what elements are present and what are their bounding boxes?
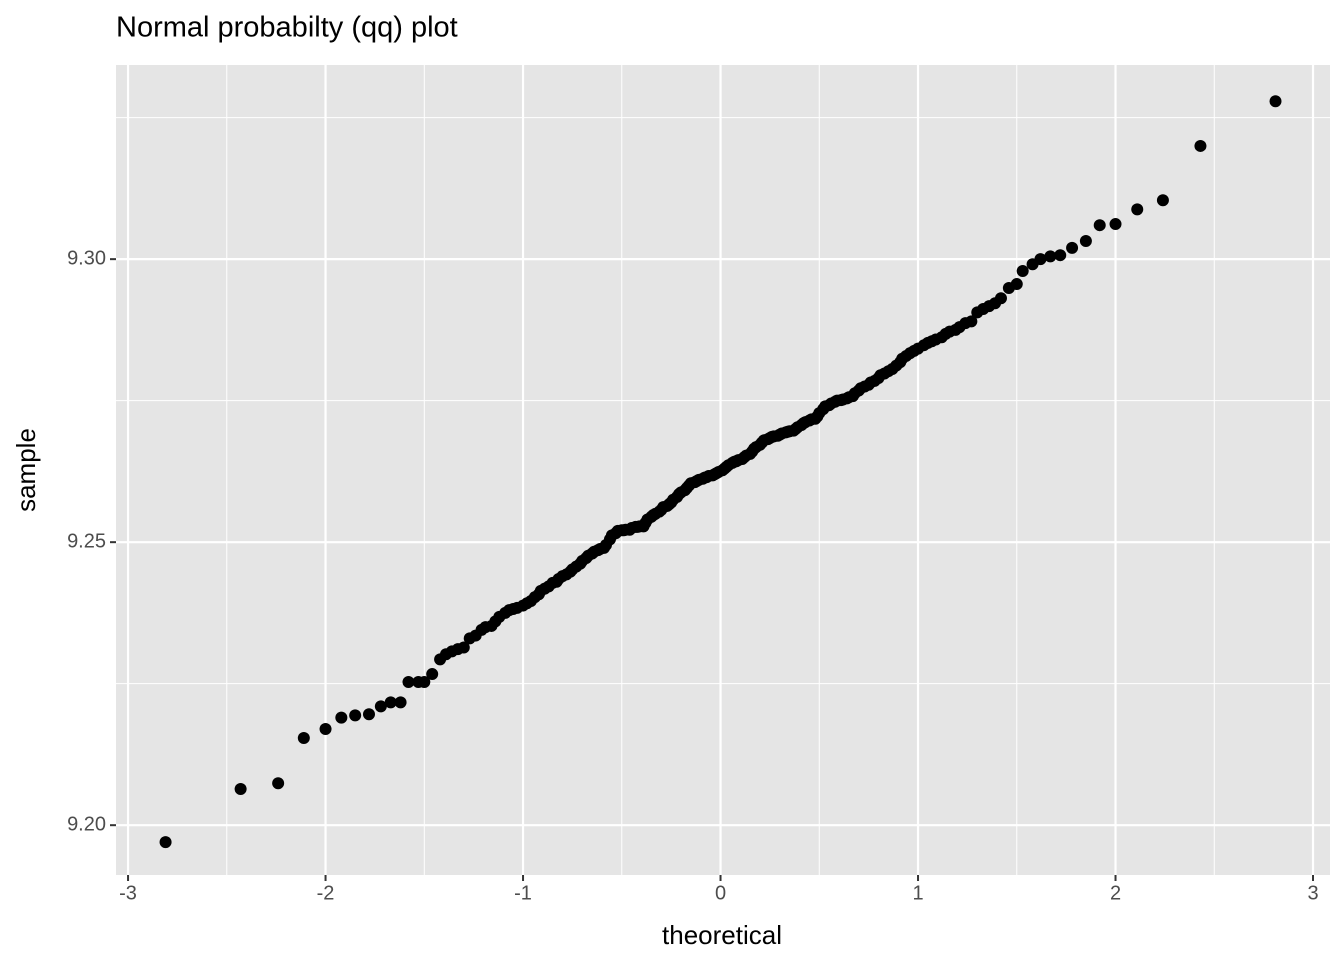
point: [394, 696, 407, 709]
point: [1131, 203, 1144, 216]
point: [1156, 194, 1169, 207]
point: [994, 292, 1007, 305]
x-tick-label: -2: [317, 882, 335, 904]
y-tick-label: 9.20: [67, 813, 106, 835]
point: [1044, 250, 1057, 263]
point: [1010, 278, 1023, 291]
x-tick-label: 0: [715, 882, 726, 904]
x-tick-label: -3: [119, 882, 137, 904]
point: [426, 668, 439, 681]
point: [1194, 139, 1207, 152]
x-tick-label: 2: [1110, 882, 1121, 904]
point: [965, 315, 978, 328]
point: [1109, 218, 1122, 231]
x-axis-title: theoretical: [662, 920, 782, 950]
point: [1054, 249, 1067, 262]
point: [418, 675, 431, 688]
point: [297, 732, 310, 745]
point: [362, 708, 375, 721]
point: [272, 777, 285, 790]
point: [234, 782, 247, 795]
point: [349, 709, 362, 722]
point: [1093, 219, 1106, 232]
y-axis-title: sample: [11, 428, 41, 512]
point: [384, 696, 397, 709]
y-tick-label: 9.30: [67, 247, 106, 269]
point: [402, 675, 415, 688]
point: [457, 641, 470, 654]
point: [1034, 253, 1047, 266]
chart-title: Normal probabilty (qq) plot: [116, 12, 458, 44]
y-tick-label: 9.25: [67, 530, 106, 552]
point: [319, 722, 332, 735]
point: [335, 711, 348, 724]
point: [1016, 265, 1029, 278]
point: [1269, 95, 1282, 108]
x-tick-label: 1: [912, 882, 923, 904]
point: [1079, 235, 1092, 248]
point: [159, 836, 172, 849]
x-tick-label: -1: [514, 882, 532, 904]
point: [374, 700, 387, 713]
point: [1066, 241, 1079, 254]
x-tick-label: 3: [1307, 882, 1318, 904]
